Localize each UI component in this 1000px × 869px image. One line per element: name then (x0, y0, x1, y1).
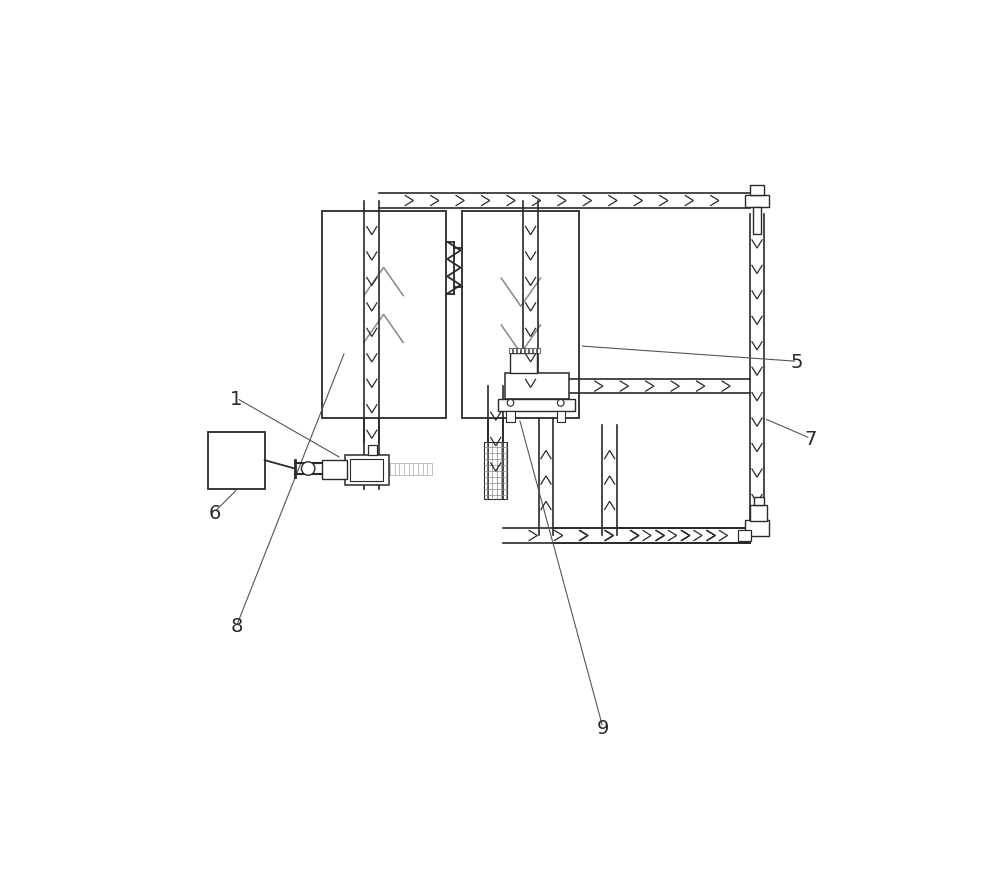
Bar (525, 348, 528, 354)
Bar (753, 208, 761, 235)
Bar (537, 348, 540, 354)
Bar (350, 460, 383, 481)
Bar (745, 196, 769, 208)
Text: 9: 9 (597, 719, 609, 738)
Bar (529, 348, 532, 354)
Bar (484, 442, 507, 499)
Text: 7: 7 (804, 429, 817, 448)
Text: 1: 1 (230, 389, 243, 408)
Bar (506, 411, 515, 423)
Bar (738, 530, 751, 541)
Bar (368, 446, 377, 455)
Bar (345, 455, 389, 486)
Bar (513, 348, 516, 354)
Bar (750, 505, 767, 521)
Bar (745, 521, 769, 536)
Bar (754, 497, 764, 505)
Bar (517, 348, 520, 354)
Bar (462, 211, 579, 419)
Text: 8: 8 (230, 617, 243, 636)
Text: 5: 5 (791, 353, 803, 371)
Bar (208, 432, 265, 489)
Bar (533, 348, 536, 354)
Bar (521, 348, 524, 354)
Bar (557, 411, 565, 423)
Bar (498, 400, 575, 411)
Circle shape (507, 400, 514, 407)
Bar (510, 354, 537, 374)
Bar (322, 461, 347, 479)
Bar (322, 211, 446, 419)
Circle shape (557, 400, 564, 407)
Text: 6: 6 (208, 503, 221, 522)
Bar (509, 348, 512, 354)
Bar (750, 186, 764, 196)
Bar (505, 374, 569, 400)
Bar (389, 463, 432, 475)
Circle shape (301, 462, 315, 475)
